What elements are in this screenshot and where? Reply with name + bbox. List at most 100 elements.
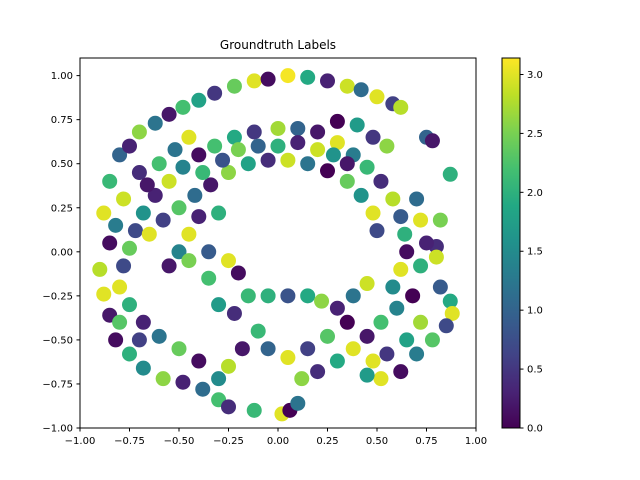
scatter-point bbox=[310, 364, 326, 380]
scatter-point bbox=[260, 152, 276, 168]
scatter-point bbox=[135, 205, 151, 221]
scatter-point bbox=[345, 341, 361, 357]
colorbar-tick-label: 0.0 bbox=[527, 424, 543, 435]
scatter-point bbox=[92, 261, 108, 277]
scatter-point bbox=[300, 69, 316, 85]
x-tick-label: −0.50 bbox=[164, 436, 195, 447]
scatter-point bbox=[260, 71, 276, 87]
scatter-point bbox=[345, 288, 361, 304]
scatter-point bbox=[393, 261, 409, 277]
scatter-point bbox=[191, 147, 207, 163]
scatter-point bbox=[187, 187, 203, 203]
scatter-point bbox=[211, 205, 227, 221]
scatter-point bbox=[135, 314, 151, 330]
scatter-point bbox=[365, 129, 381, 145]
y-tick-label: −0.75 bbox=[42, 379, 73, 390]
scatter-point bbox=[329, 353, 345, 369]
colorbar-tick-label: 1.0 bbox=[527, 306, 543, 317]
scatter-point bbox=[280, 68, 296, 84]
scatter-point bbox=[359, 159, 375, 175]
scatter-point bbox=[409, 346, 425, 362]
x-axis: −1.00 −0.75 −0.50 −0.25 0.00 0.25 0.50 0.75 1.00 bbox=[65, 428, 487, 447]
scatter-point bbox=[122, 297, 137, 313]
scatter-point bbox=[131, 124, 147, 140]
scatter-point bbox=[373, 371, 389, 387]
scatter-point bbox=[250, 138, 266, 154]
scatter-point bbox=[250, 323, 266, 339]
scatter-point bbox=[240, 288, 256, 304]
scatter-point bbox=[112, 314, 128, 330]
scatter-point bbox=[207, 85, 223, 101]
scatter-point bbox=[379, 346, 395, 362]
scatter-point bbox=[379, 138, 395, 154]
scatter-point bbox=[280, 288, 296, 304]
scatter-point bbox=[246, 73, 262, 89]
scatter-point bbox=[221, 253, 236, 269]
scatter-point bbox=[300, 288, 316, 304]
scatter-point bbox=[246, 402, 262, 418]
scatter-point bbox=[246, 124, 262, 140]
scatter-point bbox=[325, 147, 341, 163]
scatter-point bbox=[116, 258, 132, 274]
x-tick-label: 0.00 bbox=[267, 436, 289, 447]
colorbar-tick-label: 2.0 bbox=[527, 188, 543, 199]
scatter-point bbox=[349, 117, 365, 133]
scatter-point bbox=[171, 244, 187, 260]
scatter-point bbox=[201, 244, 217, 260]
scatter-point bbox=[167, 142, 183, 158]
scatter-point bbox=[320, 73, 335, 89]
scatter-point bbox=[230, 142, 246, 158]
scatter-point bbox=[161, 258, 177, 274]
scatter-point bbox=[353, 82, 369, 98]
y-tick-label: −0.25 bbox=[42, 291, 73, 302]
scatter-point bbox=[155, 212, 171, 228]
scatter-point bbox=[151, 328, 167, 344]
scatter-point bbox=[419, 235, 434, 251]
scatter-point bbox=[385, 279, 401, 295]
scatter-point bbox=[397, 226, 413, 242]
scatter-point bbox=[280, 152, 296, 168]
scatter-point bbox=[161, 106, 177, 122]
scatter-point bbox=[234, 341, 250, 357]
scatter-point bbox=[413, 258, 429, 274]
scatter-point bbox=[147, 187, 163, 203]
scatter-point bbox=[365, 205, 381, 221]
scatter-point bbox=[201, 270, 217, 286]
scatter-point bbox=[215, 152, 231, 168]
scatter-point bbox=[424, 133, 440, 149]
y-tick-label: 0.25 bbox=[51, 203, 73, 214]
y-tick-label: 0.75 bbox=[51, 115, 73, 126]
scatter-point bbox=[413, 314, 429, 330]
scatter-point bbox=[365, 353, 381, 369]
x-tick-label: 1.00 bbox=[465, 436, 487, 447]
scatter-point bbox=[221, 358, 236, 374]
scatter-point bbox=[171, 200, 187, 216]
colorbar-tick-label: 3.0 bbox=[527, 70, 543, 81]
scatter-point bbox=[175, 99, 191, 115]
scatter-point bbox=[444, 305, 460, 321]
scatter-point bbox=[211, 297, 227, 313]
scatter-point bbox=[393, 99, 409, 115]
scatter-point bbox=[191, 209, 207, 225]
scatter-point bbox=[147, 115, 163, 131]
scatter-point bbox=[141, 226, 157, 242]
scatter-point bbox=[399, 332, 415, 348]
y-tick-label: 1.00 bbox=[51, 71, 73, 82]
x-tick-label: 0.25 bbox=[316, 436, 338, 447]
scatter-point bbox=[438, 318, 454, 334]
scatter-point bbox=[102, 173, 118, 189]
scatter-point bbox=[314, 293, 330, 309]
scatter-point bbox=[122, 346, 137, 362]
scatter-point bbox=[369, 223, 385, 239]
scatter-point bbox=[191, 353, 207, 369]
colorbar-tick-label: 2.5 bbox=[527, 129, 543, 140]
scatter-point bbox=[339, 173, 355, 189]
scatter-point bbox=[175, 374, 191, 390]
scatter-point bbox=[393, 364, 409, 380]
scatter-point bbox=[432, 212, 448, 228]
scatter-point bbox=[116, 191, 132, 207]
scatter-point bbox=[96, 286, 112, 302]
scatter-point bbox=[339, 314, 355, 330]
scatter-point bbox=[359, 276, 375, 292]
